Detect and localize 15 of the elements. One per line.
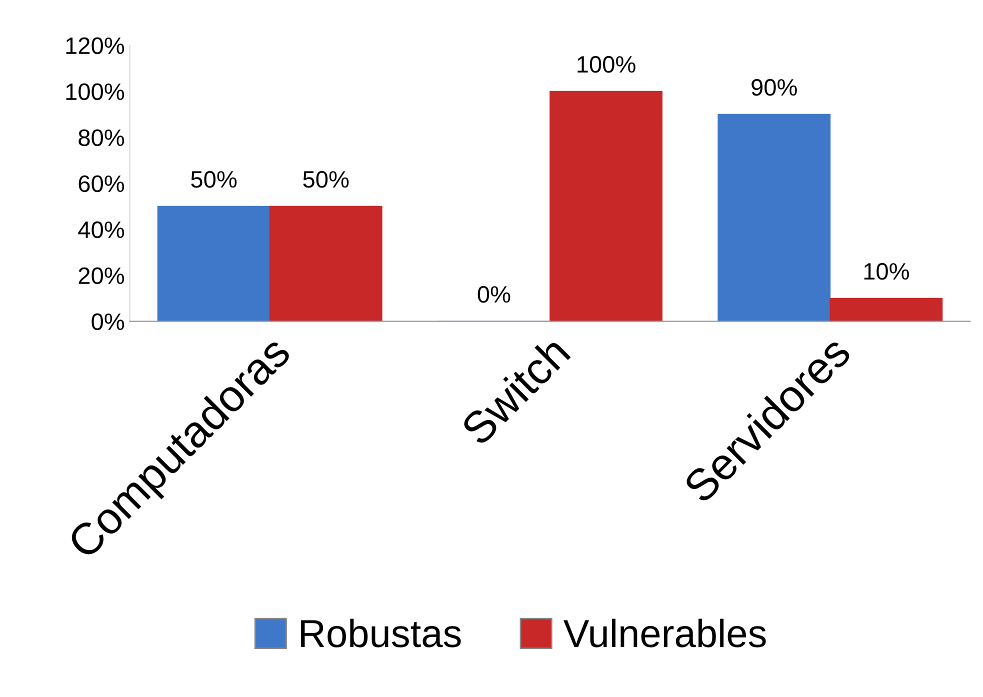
data-label: 50% bbox=[191, 171, 237, 188]
y-tick-label: 120% bbox=[66, 37, 124, 54]
data-label: 50% bbox=[303, 171, 349, 188]
y-tick-label: 40% bbox=[78, 221, 124, 238]
data-label: 100% bbox=[578, 56, 636, 73]
y-tick-label: 100% bbox=[66, 83, 124, 100]
data-label: 0% bbox=[478, 286, 510, 303]
y-tick-label: 20% bbox=[78, 267, 124, 284]
legend-label: Robustas bbox=[301, 618, 461, 648]
y-tick-label: 0% bbox=[92, 313, 124, 330]
y-tick-label: 80% bbox=[78, 129, 124, 146]
legend-label: Vulnerables bbox=[563, 618, 766, 648]
y-tick-label: 60% bbox=[78, 175, 124, 192]
data-label: 10% bbox=[864, 263, 909, 280]
data-label: 90% bbox=[752, 79, 797, 96]
